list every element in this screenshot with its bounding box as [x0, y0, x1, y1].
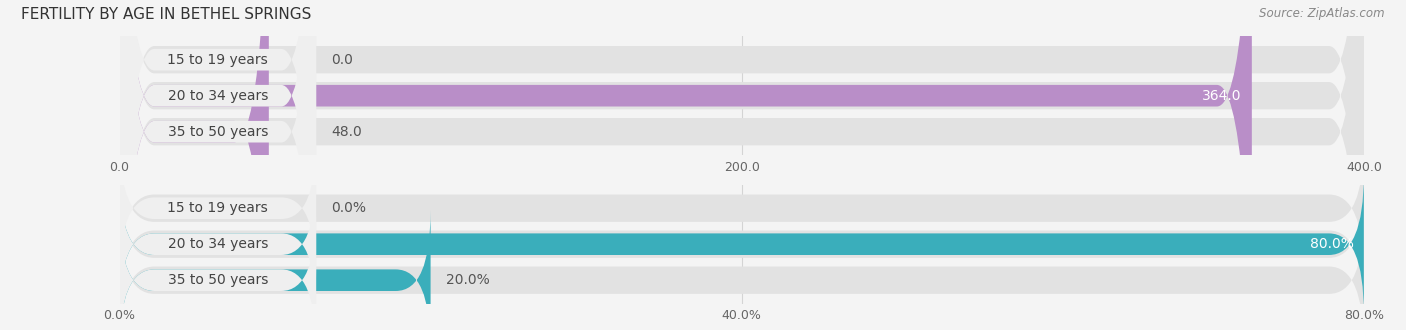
Text: 80.0%: 80.0% — [1310, 237, 1354, 251]
Text: 20.0%: 20.0% — [446, 273, 489, 287]
Text: 48.0: 48.0 — [330, 125, 361, 139]
FancyBboxPatch shape — [120, 210, 430, 330]
FancyBboxPatch shape — [120, 0, 1251, 330]
Text: 0.0: 0.0 — [330, 53, 353, 67]
Text: 35 to 50 years: 35 to 50 years — [167, 125, 269, 139]
FancyBboxPatch shape — [120, 0, 1364, 330]
Text: 35 to 50 years: 35 to 50 years — [167, 273, 269, 287]
FancyBboxPatch shape — [120, 0, 1364, 330]
Text: 15 to 19 years: 15 to 19 years — [167, 53, 269, 67]
FancyBboxPatch shape — [120, 0, 316, 330]
Text: 20 to 34 years: 20 to 34 years — [167, 89, 269, 103]
Text: 364.0: 364.0 — [1202, 89, 1241, 103]
Text: Source: ZipAtlas.com: Source: ZipAtlas.com — [1260, 7, 1385, 19]
FancyBboxPatch shape — [120, 174, 316, 314]
Text: FERTILITY BY AGE IN BETHEL SPRINGS: FERTILITY BY AGE IN BETHEL SPRINGS — [21, 7, 312, 21]
FancyBboxPatch shape — [120, 0, 1364, 330]
FancyBboxPatch shape — [120, 213, 1364, 330]
FancyBboxPatch shape — [120, 138, 316, 278]
FancyBboxPatch shape — [120, 210, 316, 330]
FancyBboxPatch shape — [120, 141, 1364, 275]
Text: 20 to 34 years: 20 to 34 years — [167, 237, 269, 251]
FancyBboxPatch shape — [120, 177, 1364, 311]
Text: 0.0%: 0.0% — [330, 201, 366, 215]
FancyBboxPatch shape — [120, 0, 316, 330]
FancyBboxPatch shape — [120, 174, 1364, 314]
FancyBboxPatch shape — [120, 0, 269, 330]
Text: 15 to 19 years: 15 to 19 years — [167, 201, 269, 215]
FancyBboxPatch shape — [120, 0, 316, 330]
